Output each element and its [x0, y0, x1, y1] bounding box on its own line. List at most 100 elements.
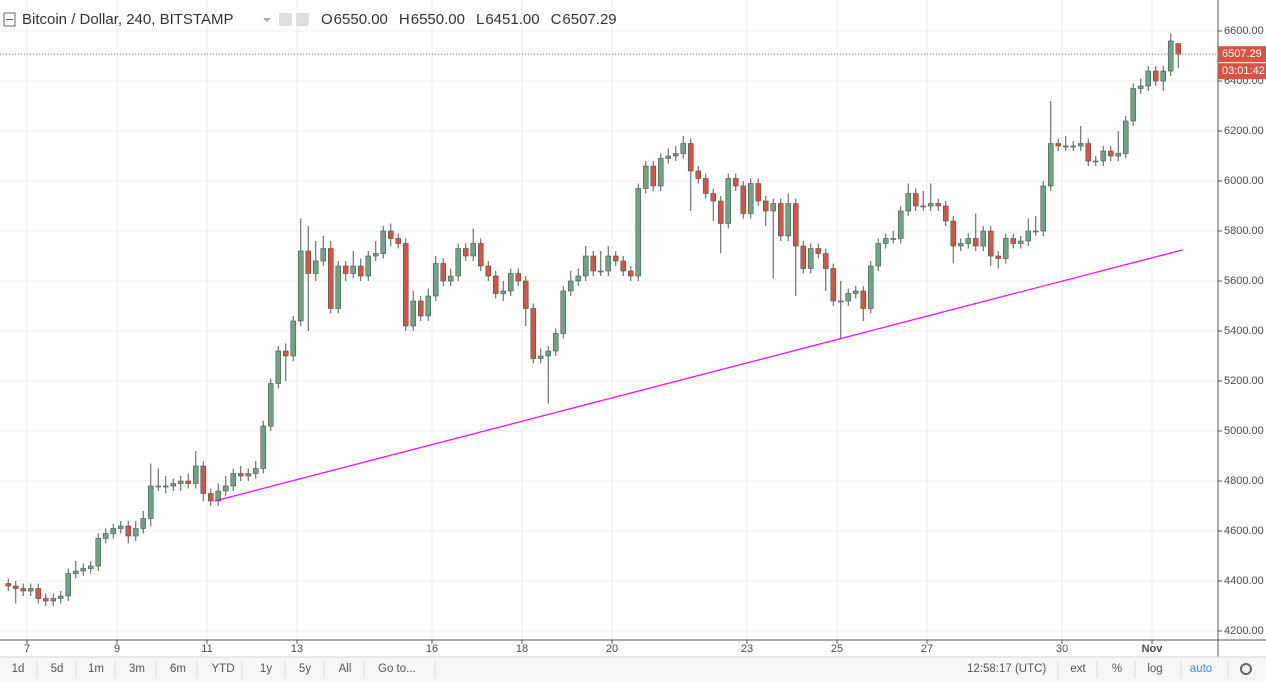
candle-body — [20, 588, 27, 592]
settings-icon[interactable] — [296, 13, 309, 26]
ohlc-key: L — [476, 11, 484, 28]
range-button[interactable]: 1m — [88, 663, 104, 675]
candle-body — [380, 230, 387, 254]
candle-body — [425, 295, 432, 317]
toolbar-option[interactable]: ext — [1070, 663, 1086, 675]
ohlc-value: 6550.00 — [334, 11, 388, 28]
header: Bitcoin / Dollar, 240, BITSTAMP O 6550.00… — [3, 11, 617, 28]
countdown-label: 03:01:42 — [1222, 65, 1265, 77]
candle-body — [42, 598, 49, 602]
candle-body — [485, 265, 492, 277]
candle-body — [290, 320, 297, 357]
candle-body — [387, 230, 394, 239]
candle-body — [35, 588, 42, 599]
candle-body — [305, 250, 312, 274]
settings-gear[interactable] — [1240, 663, 1252, 675]
candle-body — [170, 483, 177, 487]
candle-body — [837, 300, 844, 303]
candle-body — [980, 230, 987, 247]
range-button[interactable]: 1y — [260, 663, 272, 675]
candle-body — [95, 538, 102, 567]
candle-body — [12, 585, 19, 589]
candle-body — [1025, 230, 1032, 242]
candle-body — [747, 183, 754, 214]
x-tick-label: 7 — [24, 643, 30, 655]
range-button[interactable]: 1d — [12, 663, 25, 675]
candle-body — [672, 153, 679, 157]
gear-icon[interactable] — [1240, 663, 1252, 675]
candle-body — [492, 275, 499, 294]
symbol-dropdown[interactable] — [263, 18, 271, 22]
candle-body — [1077, 143, 1084, 147]
candle-body — [777, 203, 784, 237]
last-price-label: 6507.29 — [1222, 48, 1262, 60]
x-tick-label: 30 — [1056, 643, 1068, 655]
range-button[interactable]: 5y — [299, 663, 311, 675]
y-tick-label: 5000.00 — [1224, 425, 1264, 437]
range-button[interactable]: YTD — [212, 663, 235, 675]
candle-body — [110, 528, 117, 534]
candle-body — [732, 178, 739, 187]
toolbar-option[interactable]: % — [1112, 663, 1122, 675]
candle-body — [297, 250, 304, 322]
range-button[interactable]: 6m — [170, 663, 186, 675]
y-tick-label: 5800.00 — [1224, 225, 1264, 237]
candles — [5, 33, 1183, 606]
candle-body — [507, 273, 514, 292]
candle-body — [830, 268, 837, 302]
candle-body — [207, 493, 214, 502]
toolbar-option[interactable]: auto — [1190, 663, 1212, 675]
candle-body — [612, 255, 619, 262]
candle-body — [695, 170, 702, 179]
ohlc-value: 6507.29 — [562, 11, 616, 28]
candle-body — [222, 485, 229, 492]
candle-body — [530, 308, 537, 359]
candle-body — [1055, 143, 1062, 147]
candle-body — [335, 265, 342, 309]
candle-body — [147, 485, 154, 519]
candle-body — [185, 480, 192, 484]
y-tick-label: 4400.00 — [1224, 575, 1264, 587]
range-button[interactable]: 5d — [51, 663, 64, 675]
range-button[interactable]: 3m — [129, 663, 145, 675]
candle-body — [410, 300, 417, 327]
candle-body — [267, 383, 274, 427]
candle-body — [57, 595, 64, 599]
y-tick-label: 5400.00 — [1224, 325, 1264, 337]
collapse-icon[interactable] — [3, 12, 16, 27]
candle-body — [162, 485, 169, 488]
x-tick-label: 23 — [741, 643, 753, 655]
candle-body — [627, 270, 634, 277]
candle-body — [995, 255, 1002, 259]
candle-body — [275, 350, 282, 384]
range-button[interactable]: All — [339, 663, 352, 675]
candle-body — [620, 260, 627, 272]
candle-body — [1130, 88, 1137, 122]
candle-body — [522, 280, 529, 309]
goto-button[interactable]: Go to... — [378, 663, 416, 675]
y-tick-label: 4600.00 — [1224, 525, 1264, 537]
candle-body — [725, 178, 732, 224]
candle-body — [852, 290, 859, 294]
candle-body — [1085, 143, 1092, 162]
candle-body — [875, 243, 882, 267]
candle-body — [320, 248, 327, 262]
y-tick-label: 5200.00 — [1224, 375, 1264, 387]
toolbar-option[interactable]: log — [1147, 663, 1162, 675]
y-tick-label: 5600.00 — [1224, 275, 1264, 287]
candle-body — [27, 588, 34, 592]
visibility-icon[interactable] — [279, 13, 292, 26]
candle-body — [327, 248, 334, 309]
candle-body — [815, 248, 822, 254]
x-tick-label: 13 — [291, 643, 303, 655]
candle-body — [800, 245, 807, 269]
candle-body — [972, 238, 979, 247]
candle-body — [5, 583, 12, 587]
y-tick-label: 4800.00 — [1224, 475, 1264, 487]
candle-body — [987, 230, 994, 257]
candle-body — [357, 265, 364, 277]
candle-body — [117, 525, 124, 529]
candle-body — [582, 255, 589, 277]
candle-body — [477, 243, 484, 267]
